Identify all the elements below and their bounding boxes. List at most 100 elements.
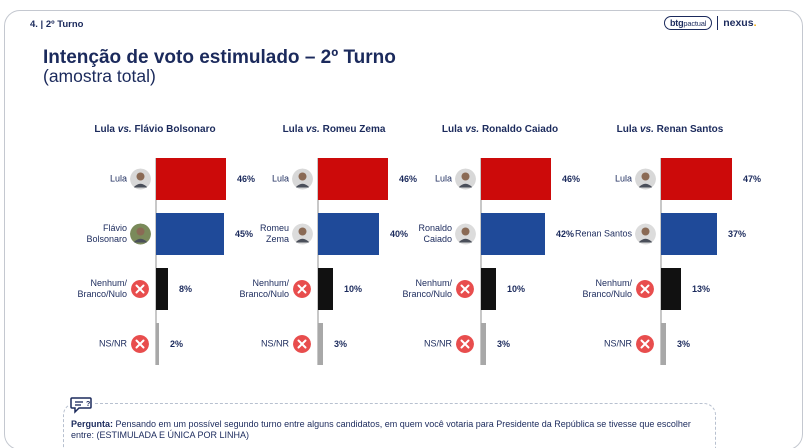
- chart-panel: Lula vs. Ronaldo Caiado Lula 46% Ronaldo Cai…: [389, 122, 580, 377]
- chart-row: Ronaldo Caiado 42%: [418, 213, 600, 255]
- data-label: 3%: [334, 339, 348, 349]
- chart-row: Renan Santos 37%: [575, 213, 780, 255]
- slide-number: 4. | 2º Turno: [30, 19, 84, 30]
- data-label: 40%: [390, 229, 409, 239]
- chart-axis-line: [480, 158, 482, 365]
- category-label: Romeu Zema: [259, 223, 289, 244]
- person-avatar-icon: [130, 223, 151, 245]
- chart-row: NS/NR 3%: [261, 323, 437, 365]
- chart-row: NS/NR 3%: [424, 323, 600, 365]
- bar: [661, 268, 681, 310]
- data-label: 47%: [743, 174, 762, 184]
- chart-row: Nenhum/Branco/Nulo 10%: [402, 268, 600, 310]
- category-label: Nenhum/Branco/Nulo: [582, 278, 632, 299]
- category-label: NS/NR: [603, 338, 632, 349]
- bar: [156, 158, 226, 200]
- data-label: 46%: [562, 174, 581, 184]
- x-circle-icon: [131, 280, 149, 298]
- bar: [661, 158, 732, 200]
- data-label: 45%: [235, 229, 254, 239]
- chart-title: Lula vs. Renan Santos: [616, 124, 724, 135]
- category-label: Nenhum/Branco/Nulo: [239, 278, 289, 299]
- data-label: 10%: [344, 284, 363, 294]
- chart-row: Flávio Bolsonaro 45%: [86, 213, 275, 255]
- chart-row: Romeu Zema 40%: [260, 213, 437, 255]
- category-label: Nenhum/Branco/Nulo: [77, 278, 127, 299]
- category-label: Ronaldo Caiado: [418, 223, 452, 244]
- btg-pactual-logo: btgpactual: [664, 16, 713, 30]
- data-label: 3%: [677, 339, 691, 349]
- bar: [156, 323, 159, 365]
- bar: [156, 213, 224, 255]
- data-label: 37%: [728, 229, 747, 239]
- category-label: Flávio Bolsonaro: [86, 223, 127, 244]
- x-circle-icon: [293, 280, 311, 298]
- person-avatar-icon: [130, 168, 151, 190]
- category-label: Lula: [434, 173, 452, 184]
- chart-row: Lula 46%: [272, 158, 437, 200]
- chart-row: NS/NR 2%: [99, 323, 275, 365]
- bar: [318, 268, 333, 310]
- data-label: 8%: [179, 284, 193, 294]
- chart-row: Nenhum/Branco/Nulo 13%: [582, 268, 780, 310]
- person-avatar-icon: [635, 223, 656, 245]
- svg-text:?: ?: [86, 401, 90, 408]
- x-circle-icon: [293, 335, 311, 353]
- bar: [318, 158, 388, 200]
- chart-panel: Lula vs. Romeu Zema Lula 46% Romeu Zema 40% Ne…: [236, 122, 417, 377]
- bar: [156, 268, 168, 310]
- page-title: Intenção de voto estimulado – 2º Turno: [43, 47, 396, 68]
- brand-logos: btgpactual nexus.: [664, 16, 756, 30]
- chart-title: Lula vs. Romeu Zema: [282, 124, 386, 135]
- category-label: Renan Santos: [574, 228, 632, 239]
- category-label: Lula: [271, 173, 289, 184]
- category-label: Lula: [109, 173, 127, 184]
- person-avatar-icon: [292, 168, 313, 190]
- category-label: Nenhum/Branco/Nulo: [402, 278, 452, 299]
- data-label: 46%: [237, 174, 256, 184]
- data-label: 3%: [497, 339, 511, 349]
- data-label: 46%: [399, 174, 418, 184]
- person-avatar-icon: [455, 168, 476, 190]
- category-label: NS/NR: [98, 338, 127, 349]
- x-circle-icon: [456, 335, 474, 353]
- chart-panel: Lula vs. Renan Santos Lula 47% Renan Santos…: [563, 122, 761, 377]
- chart-title: Lula vs. Ronaldo Caiado: [441, 124, 559, 135]
- chart-row: Lula 46%: [110, 158, 275, 200]
- bar: [661, 213, 717, 255]
- data-label: 2%: [170, 339, 184, 349]
- x-circle-icon: [456, 280, 474, 298]
- chart-title: Lula vs. Flávio Bolsonaro: [94, 124, 216, 135]
- x-circle-icon: [636, 280, 654, 298]
- data-label: 42%: [556, 229, 575, 239]
- category-label: Lula: [614, 173, 632, 184]
- x-circle-icon: [636, 335, 654, 353]
- person-avatar-icon: [455, 223, 476, 245]
- person-avatar-icon: [292, 223, 313, 245]
- page-subtitle: (amostra total): [43, 66, 156, 86]
- chart-row: Nenhum/Branco/Nulo 10%: [239, 268, 437, 310]
- nexus-logo: nexus.: [723, 17, 757, 29]
- question-note-box: [63, 403, 716, 448]
- bar: [481, 323, 486, 365]
- chart-row: NS/NR 3%: [604, 323, 780, 365]
- person-avatar-icon: [635, 168, 656, 190]
- bar: [481, 213, 545, 255]
- slide-frame: [4, 10, 803, 448]
- bar: [481, 268, 496, 310]
- chart-axis-line: [660, 158, 662, 365]
- chart-axis-line: [155, 158, 157, 365]
- chart-row: Lula 47%: [615, 158, 780, 200]
- category-label: NS/NR: [260, 338, 289, 349]
- speech-bubble-question-icon: ?: [69, 396, 93, 414]
- chart-row: Nenhum/Branco/Nulo 8%: [77, 268, 275, 310]
- chart-axis-line: [317, 158, 319, 365]
- bar: [318, 213, 379, 255]
- chart-row: Lula 46%: [435, 158, 600, 200]
- logo-divider: [717, 16, 719, 30]
- bar: [318, 323, 323, 365]
- question-text: Pergunta: Pensando em um possível segund…: [71, 419, 691, 440]
- chart-panel: Lula vs. Flávio Bolsonaro Lula 46% Flávio Bo…: [77, 122, 262, 377]
- data-label: 10%: [507, 284, 526, 294]
- data-label: 13%: [692, 284, 711, 294]
